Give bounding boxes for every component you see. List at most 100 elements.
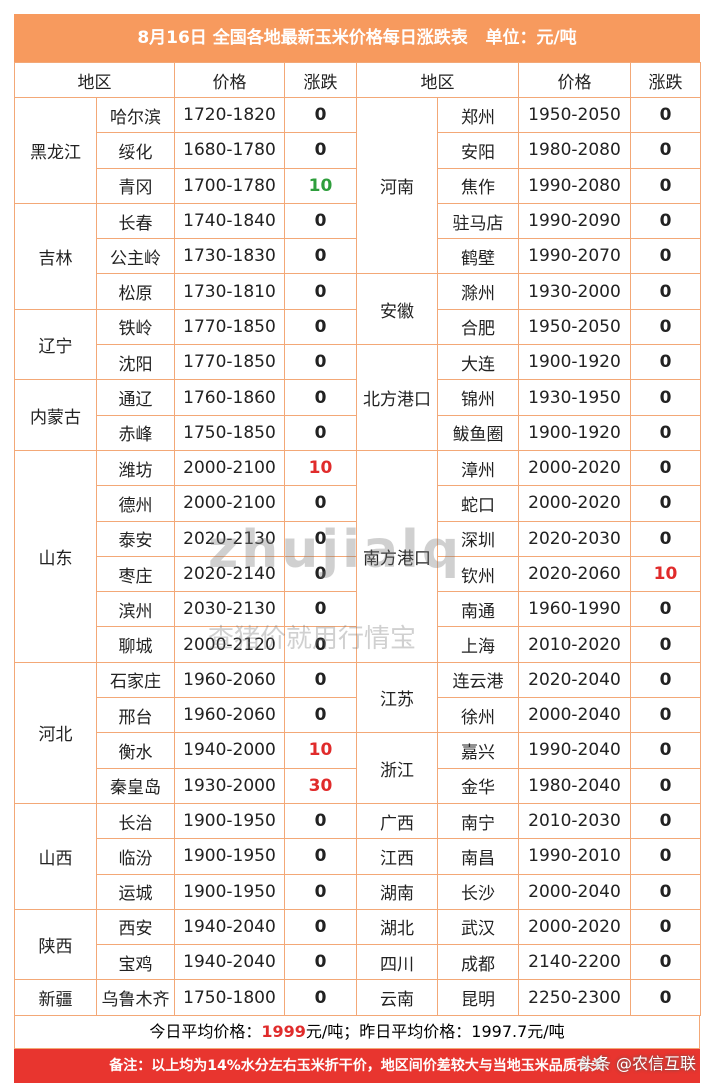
region-cell: 北方港口 <box>356 344 438 451</box>
price-cell: 1720-1820 <box>174 96 285 134</box>
city-cell: 公主岭 <box>96 238 175 275</box>
price-cell: 1960-2060 <box>174 661 285 699</box>
table-row: 山东 潍坊 2000-2100 10 南方港口 漳州 2000-2020 0 <box>14 449 701 663</box>
city-cell: 沈阳 <box>96 344 175 381</box>
table-row: 绥化 1680-1780 0 安阳 1980-2080 0 <box>15 132 701 169</box>
change-cell: 0 <box>630 485 701 522</box>
change-cell: 30 <box>284 767 357 804</box>
change-cell: 10 <box>284 167 357 204</box>
region-cell: 云南 <box>356 979 438 1016</box>
table-row: 内蒙古 通辽 1760-1860 0 锦州 1930-1950 0 <box>14 379 701 451</box>
price-cell: 1750-1800 <box>174 979 285 1016</box>
source-mark: 头条 @农信互联 <box>578 1054 696 1073</box>
region-cell: 内蒙古 <box>14 379 97 451</box>
city-cell: 松原 <box>96 273 175 310</box>
region-cell: 广西 <box>356 802 438 840</box>
price-cell: 1960-1990 <box>518 591 631 628</box>
table-row: 陕西 西安 1940-2040 0 湖北 武汉 2000-2020 0 <box>14 908 701 981</box>
city-cell: 泰安 <box>96 520 175 557</box>
city-cell: 西安 <box>96 908 175 946</box>
price-cell: 1940-2040 <box>174 944 285 981</box>
city-cell: 哈尔滨 <box>96 96 175 134</box>
region-cell: 南方港口 <box>356 449 438 663</box>
city-cell: 石家庄 <box>96 661 175 699</box>
price-cell: 2020-2040 <box>518 661 631 699</box>
price-cell: 1730-1830 <box>174 238 285 275</box>
change-cell: 0 <box>630 944 701 981</box>
city-cell: 长治 <box>96 802 175 840</box>
region-cell: 四川 <box>356 944 438 981</box>
header-cell: 涨跌 <box>630 62 701 98</box>
price-cell: 1990-2080 <box>518 167 631 204</box>
price-cell: 2250-2300 <box>518 979 631 1016</box>
price-cell: 1770-1850 <box>174 344 285 381</box>
city-cell: 上海 <box>437 626 519 663</box>
region-cell: 陕西 <box>14 908 97 981</box>
change-cell: 0 <box>630 449 701 487</box>
city-cell: 安阳 <box>437 132 519 169</box>
price-cell: 2020-2140 <box>174 555 285 593</box>
city-cell: 潍坊 <box>96 449 175 487</box>
city-cell: 绥化 <box>96 132 175 169</box>
table-body: 黑龙江 哈尔滨 1720-1820 0 河南 郑州 1950-2050 0 绥化 1680-178… <box>14 96 701 1016</box>
city-cell: 运城 <box>96 873 175 910</box>
change-cell: 0 <box>284 697 357 734</box>
city-cell: 蛇口 <box>437 485 519 522</box>
change-cell: 0 <box>630 132 701 169</box>
table-row: 沈阳 1770-1850 0 北方港口 大连 1900-1920 0 <box>15 344 701 451</box>
region-cell: 吉林 <box>14 202 97 310</box>
price-cell: 2020-2030 <box>518 520 631 557</box>
summary-unit: 元/吨； <box>305 1021 360 1041</box>
change-cell: 0 <box>284 273 357 310</box>
price-table: 地区 价格 涨跌 地区 价格 涨跌 黑龙江 哈尔滨 1720-1820 0 河南 郑州 19… <box>14 62 701 1016</box>
city-cell: 临汾 <box>96 838 175 875</box>
table-row: 泰安 2020-2130 0 深圳 2020-2030 0 <box>15 520 701 557</box>
city-cell: 滁州 <box>437 273 519 310</box>
price-cell: 2010-2030 <box>518 802 631 840</box>
city-cell: 昆明 <box>437 979 519 1016</box>
price-cell: 2000-2100 <box>174 485 285 522</box>
city-cell: 深圳 <box>437 520 519 557</box>
table-row: 新疆 乌鲁木齐 1750-1800 0 云南 昆明 2250-2300 0 <box>14 979 701 1016</box>
price-cell: 2020-2060 <box>518 555 631 593</box>
city-cell: 嘉兴 <box>437 732 519 769</box>
table-row: 公主岭 1730-1830 0 鹤壁 1990-2070 0 <box>15 238 701 275</box>
city-cell: 乌鲁木齐 <box>96 979 175 1016</box>
city-cell: 成都 <box>437 944 519 981</box>
document: 8月16日 全国各地最新玉米价格每日涨跌表 单位：元/吨 地区 价格 涨跌 地区… <box>14 14 701 1083</box>
price-cell: 2000-2100 <box>174 449 285 487</box>
city-cell: 通辽 <box>96 379 175 416</box>
change-cell: 0 <box>284 661 357 699</box>
change-cell: 0 <box>630 167 701 204</box>
price-cell: 1940-2040 <box>174 908 285 946</box>
table-row: 临汾 1900-1950 0 江西 南昌 1990-2010 0 <box>15 838 701 875</box>
price-cell: 2000-2040 <box>518 873 631 910</box>
change-cell: 0 <box>630 838 701 875</box>
price-cell: 2000-2120 <box>174 626 285 663</box>
change-cell: 0 <box>630 873 701 910</box>
table-row: 德州 2000-2100 0 蛇口 2000-2020 0 <box>15 485 701 522</box>
change-cell: 0 <box>284 802 357 840</box>
region-cell: 浙江 <box>356 732 438 804</box>
region-cell: 新疆 <box>14 979 97 1016</box>
table-row: 枣庄 2020-2140 0 钦州 2020-2060 10 <box>15 555 701 593</box>
table-row: 黑龙江 哈尔滨 1720-1820 0 河南 郑州 1950-2050 0 <box>14 96 701 275</box>
city-cell: 合肥 <box>437 308 519 346</box>
price-cell: 1700-1780 <box>174 167 285 204</box>
change-cell: 0 <box>630 767 701 804</box>
city-cell: 连云港 <box>437 661 519 699</box>
city-cell: 鹤壁 <box>437 238 519 275</box>
table-row: 辽宁 铁岭 1770-1850 0 合肥 1950-2050 0 <box>14 308 701 381</box>
change-cell: 0 <box>284 308 357 346</box>
region-cell: 湖南 <box>356 873 438 910</box>
city-cell: 金华 <box>437 767 519 804</box>
price-cell: 1990-2040 <box>518 732 631 769</box>
table-row: 吉林 长春 1740-1840 0 驻马店 1990-2090 0 <box>14 202 701 310</box>
region-cell: 安徽 <box>356 273 438 346</box>
price-cell: 1680-1780 <box>174 132 285 169</box>
price-cell: 1980-2040 <box>518 767 631 804</box>
change-cell: 0 <box>284 555 357 593</box>
price-cell: 1980-2080 <box>518 132 631 169</box>
change-cell: 0 <box>630 308 701 346</box>
